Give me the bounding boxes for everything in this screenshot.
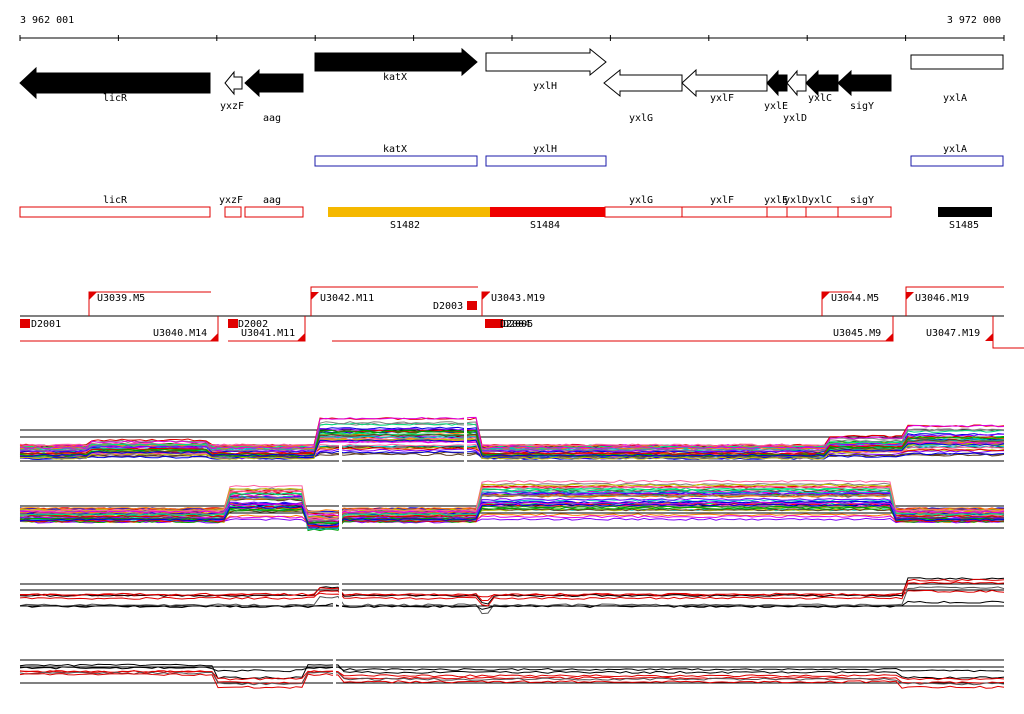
operon-label: licR bbox=[103, 195, 128, 206]
tss-track bbox=[20, 286, 1024, 349]
gene-label: katX bbox=[383, 72, 407, 83]
operon-label: yxlG bbox=[629, 195, 653, 206]
segment-label: S1482 bbox=[390, 220, 420, 231]
tss-label: U3045.M9 bbox=[833, 328, 881, 339]
expression-profile bbox=[19, 586, 1005, 615]
gene-label: yxlE bbox=[764, 101, 788, 112]
segment bbox=[490, 207, 605, 217]
expression-profile bbox=[19, 577, 1005, 605]
terminator-label: D2002 bbox=[238, 319, 268, 330]
segment-label: S1485 bbox=[949, 220, 979, 231]
gene-track bbox=[19, 47, 1004, 100]
expression-profile bbox=[19, 505, 1005, 528]
segment-label: S1484 bbox=[530, 220, 560, 231]
tss-label: U3044.M5 bbox=[831, 293, 879, 304]
gene-label: yxlH bbox=[533, 81, 557, 92]
expression-tracks bbox=[19, 382, 1005, 692]
gene-label: yxlD bbox=[783, 113, 807, 124]
operon-label: yxlD bbox=[784, 195, 808, 206]
ruler-start: 3 962 001 bbox=[20, 15, 74, 26]
operon-label: yxlE bbox=[764, 195, 788, 206]
tss-label: U3039.M5 bbox=[97, 293, 145, 304]
terminator-label: D2001 bbox=[31, 319, 61, 330]
expression-profile bbox=[19, 581, 1005, 607]
operon-label: yxlC bbox=[808, 195, 832, 206]
expression-profile bbox=[19, 666, 1005, 673]
tss-label: U3043.M19 bbox=[491, 293, 545, 304]
expression-profile bbox=[19, 438, 1005, 460]
gene-label: aag bbox=[263, 113, 281, 124]
ruler bbox=[19, 35, 1005, 41]
expression-profile bbox=[19, 488, 1005, 524]
expression-profile bbox=[19, 663, 1005, 680]
tss-label: U3040.M14 bbox=[153, 328, 207, 339]
segment bbox=[938, 207, 992, 217]
expression-profile bbox=[19, 503, 1005, 527]
terminator-label: D2005 bbox=[503, 319, 533, 330]
tss-label: U3047.M19 bbox=[926, 328, 980, 339]
ruler-end: 3 972 000 bbox=[947, 15, 1001, 26]
expression-profile bbox=[19, 517, 1005, 524]
gap bbox=[464, 382, 467, 472]
gene-label: yxlG bbox=[629, 113, 653, 124]
expression-profile bbox=[19, 429, 1005, 457]
expression-profile bbox=[19, 578, 1005, 602]
expression-profile bbox=[19, 670, 1005, 681]
expression-profile bbox=[19, 501, 1005, 517]
operon-label: aag bbox=[263, 195, 281, 206]
expression-profile bbox=[19, 439, 1005, 457]
operon-label: yxlA bbox=[943, 144, 967, 155]
expression-profile bbox=[19, 493, 1005, 522]
expression-profile bbox=[19, 416, 1005, 450]
gap bbox=[333, 602, 336, 692]
tss-label: U3046.M19 bbox=[915, 293, 969, 304]
gene-label: yxzF bbox=[220, 101, 244, 112]
expression-profile bbox=[19, 427, 1004, 453]
operon-label: yxlF bbox=[710, 195, 734, 206]
expression-profile bbox=[19, 506, 1005, 524]
expression-profile bbox=[19, 508, 1005, 523]
tss-label: U3041.M11 bbox=[241, 328, 295, 339]
operon-track bbox=[19, 206, 892, 218]
operon-label: katX bbox=[383, 144, 407, 155]
expression-profile bbox=[19, 673, 1005, 689]
gene-label: yxlF bbox=[710, 93, 734, 104]
operon-label: yxlH bbox=[533, 144, 557, 155]
operon-track bbox=[314, 155, 1004, 167]
gap bbox=[339, 445, 342, 535]
expression-profile bbox=[19, 450, 1005, 460]
operon-label: sigY bbox=[850, 195, 874, 206]
gene-label: sigY bbox=[850, 101, 874, 112]
segment bbox=[328, 207, 490, 217]
gene-label: yxlC bbox=[808, 93, 832, 104]
gene-label: yxlA bbox=[943, 93, 967, 104]
gap bbox=[339, 530, 342, 620]
gene-label: licR bbox=[103, 93, 128, 104]
tss-label: U3042.M11 bbox=[320, 293, 374, 304]
expression-profile bbox=[19, 432, 1005, 449]
expression-profile bbox=[19, 600, 1005, 610]
operon-label: yxzF bbox=[219, 195, 243, 206]
expression-profile bbox=[19, 485, 1005, 520]
expression-profile bbox=[19, 492, 1005, 528]
expression-profile bbox=[19, 671, 1005, 686]
terminator-label: D2004 bbox=[500, 319, 530, 330]
terminator-label: D2003 bbox=[433, 301, 463, 312]
